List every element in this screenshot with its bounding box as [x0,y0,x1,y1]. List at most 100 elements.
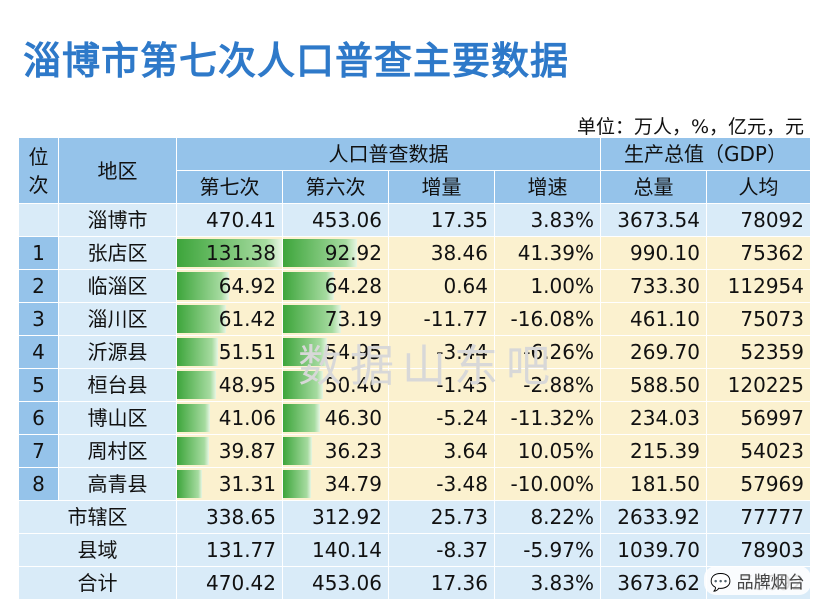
seventh-value: 64.92 [218,274,276,298]
seventh-data-bar [177,338,219,366]
header-seventh: 第七次 [176,170,283,204]
gdp-total-cell: 181.50 [600,467,707,501]
rank-cell: 3 [18,302,59,336]
sixth-data-bar [283,338,327,366]
table-body: 淄博市 470.41 453.06 17.35 3.83% 3673.54 78… [18,203,811,600]
summary-growth: 3.83% [494,566,601,600]
header-census: 人口普查数据 [176,137,601,171]
summary-seventh: 470.42 [176,566,283,600]
summary-gdp-total: 3673.62 [600,566,707,600]
header-sixth: 第六次 [282,170,389,204]
increase-cell: -11.77 [388,302,495,336]
city-sixth: 453.06 [282,203,389,237]
region-name: 沂源县 [58,335,177,369]
seventh-data-bar [177,437,209,465]
summary-seventh: 131.77 [176,533,283,567]
table-row: 8 高青县 31.31 34.79 -3.48 -10.00% 181.50 57969 [18,467,811,501]
sixth-cell: 36.23 [282,434,389,468]
summary-increase: -8.37 [388,533,495,567]
gdp-total-cell: 215.39 [600,434,707,468]
city-seventh: 470.41 [176,203,283,237]
gdp-per-capita-cell: 120225 [706,368,811,402]
sixth-value: 73.19 [324,307,382,331]
sixth-cell: 46.30 [282,401,389,435]
gdp-per-capita-cell: 75362 [706,236,811,270]
table-header: 位次 地区 人口普查数据 生产总值（GDP） 第七次 第六次 增量 增速 总量 … [18,137,811,204]
gdp-total-cell: 733.30 [600,269,707,303]
increase-cell: -3.44 [388,335,495,369]
summary-sixth: 453.06 [282,566,389,600]
header-region: 地区 [58,137,177,204]
table-row: 7 周村区 39.87 36.23 3.64 10.05% 215.39 54023 [18,434,811,468]
sixth-cell: 54.95 [282,335,389,369]
region-name: 淄川区 [58,302,177,336]
growth-cell: 10.05% [494,434,601,468]
summary-growth: 8.22% [494,500,601,534]
summary-growth: -5.97% [494,533,601,567]
sixth-data-bar [283,272,335,300]
header-gdp-total: 总量 [600,170,707,204]
brand-badge: 💬 品牌烟台 [704,566,811,595]
sixth-data-bar [283,470,311,498]
increase-cell: -5.24 [388,401,495,435]
table-row: 6 博山区 41.06 46.30 -5.24 -11.32% 234.03 56997 [18,401,811,435]
table-row: 5 桓台县 48.95 50.40 -1.45 -2.88% 588.50 120225 [18,368,811,402]
chat-bubble-icon: 💬 [710,573,732,593]
header-per-capita: 人均 [706,170,811,204]
sixth-data-bar [283,371,324,399]
summary-seventh: 338.65 [176,500,283,534]
sixth-cell: 92.92 [282,236,389,270]
unit-note: 单位：万人，%，亿元，元 [576,116,804,138]
region-name: 周村区 [58,434,177,468]
sixth-value: 46.30 [324,406,382,430]
table-row: 3 淄川区 61.42 73.19 -11.77 -16.08% 461.10 75073 [18,302,811,336]
census-table: 位次 地区 人口普查数据 生产总值（GDP） 第七次 第六次 增量 增速 总量 … [18,137,811,600]
city-gdp-total: 3673.54 [600,203,707,237]
summary-sixth: 140.14 [282,533,389,567]
seventh-value: 39.87 [218,439,276,463]
region-name: 张店区 [58,236,177,270]
summary-name: 县域 [18,533,177,567]
header-gdp: 生产总值（GDP） [600,137,811,171]
region-name: 高青县 [58,467,177,501]
rank-cell: 1 [18,236,59,270]
sixth-data-bar [283,437,312,465]
increase-cell: -1.45 [388,368,495,402]
seventh-cell: 131.38 [176,236,283,270]
table-row: 4 沂源县 51.51 54.95 -3.44 -6.26% 269.70 52359 [18,335,811,369]
seventh-data-bar [177,272,229,300]
seventh-cell: 61.42 [176,302,283,336]
seventh-cell: 64.92 [176,269,283,303]
summary-gdp-total: 2633.92 [600,500,707,534]
growth-cell: -6.26% [494,335,601,369]
seventh-cell: 39.87 [176,434,283,468]
seventh-value: 61.42 [218,307,276,331]
rank-cell: 6 [18,401,59,435]
region-name: 博山区 [58,401,177,435]
city-name: 淄博市 [58,203,177,237]
seventh-cell: 31.31 [176,467,283,501]
summary-gdp-per-capita: 77777 [706,500,811,534]
sixth-data-bar [283,305,342,333]
sixth-value: 50.40 [324,373,382,397]
page-title: 淄博市第七次人口普查主要数据 [23,39,570,83]
summary-name: 市辖区 [18,500,177,534]
gdp-total-cell: 588.50 [600,368,707,402]
sixth-cell: 64.28 [282,269,389,303]
header-rank: 位次 [18,137,59,204]
seventh-data-bar [177,470,203,498]
gdp-per-capita-cell: 57969 [706,467,811,501]
gdp-total-cell: 269.70 [600,335,707,369]
seventh-data-bar [177,305,227,333]
city-total-row: 淄博市 470.41 453.06 17.35 3.83% 3673.54 78… [18,203,811,237]
summary-row: 县域 131.77 140.14 -8.37 -5.97% 1039.70 78903 [18,533,811,567]
seventh-cell: 48.95 [176,368,283,402]
growth-cell: -16.08% [494,302,601,336]
seventh-value: 51.51 [218,340,276,364]
gdp-per-capita-cell: 52359 [706,335,811,369]
sixth-data-bar [283,239,358,267]
sixth-value: 34.79 [324,472,382,496]
sixth-value: 36.23 [324,439,382,463]
gdp-per-capita-cell: 75073 [706,302,811,336]
growth-cell: -2.88% [494,368,601,402]
